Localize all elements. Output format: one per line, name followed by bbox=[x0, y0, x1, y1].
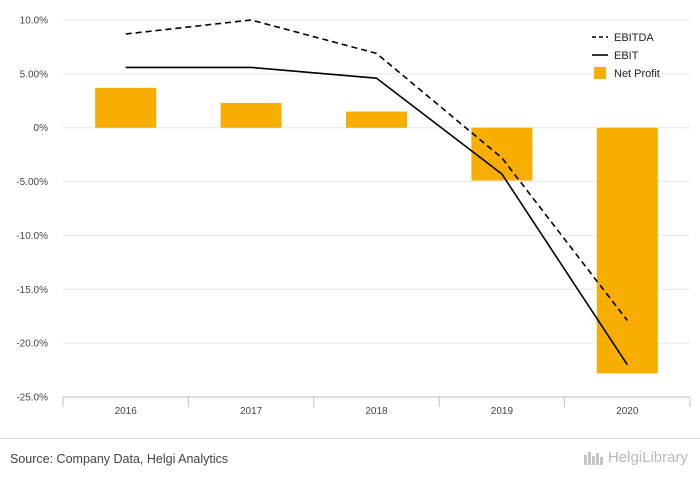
y-tick-label: 10.0% bbox=[20, 16, 48, 27]
x-tick-label: 2016 bbox=[115, 406, 138, 417]
helgi-library-logo: HelgiLibrary bbox=[583, 449, 688, 466]
legend-swatch bbox=[594, 67, 606, 79]
x-axis: 2016 2017 2018 2019 2020 bbox=[62, 396, 691, 417]
x-tick-label: 2017 bbox=[240, 406, 263, 417]
ebitda-line bbox=[125, 19, 628, 322]
y-tick-label: -5.00% bbox=[16, 177, 48, 188]
net-profit-bar bbox=[346, 111, 407, 128]
x-tick-label: 2020 bbox=[616, 406, 639, 417]
legend-label: EBIT bbox=[614, 50, 639, 62]
net-profit-bar bbox=[471, 127, 533, 181]
legend: EBITDA EBIT Net Profit bbox=[592, 32, 660, 80]
legend-label: EBITDA bbox=[614, 32, 654, 44]
footer: Source: Company Data, Helgi Analytics He… bbox=[0, 438, 700, 483]
x-tick-label: 2018 bbox=[365, 406, 388, 417]
net-profit-bar bbox=[596, 127, 658, 374]
y-tick-label: -25.0% bbox=[16, 393, 48, 404]
y-tick-label: 5.00% bbox=[20, 69, 48, 80]
source-note: Source: Company Data, Helgi Analytics bbox=[10, 452, 229, 466]
net-profit-bar bbox=[220, 102, 282, 128]
y-tick-label: -15.0% bbox=[16, 285, 48, 296]
y-tick-label: -20.0% bbox=[16, 339, 48, 350]
legend-label: Net Profit bbox=[614, 68, 660, 80]
x-tick-label: 2019 bbox=[491, 406, 514, 417]
y-tick-label: 0% bbox=[34, 123, 49, 134]
y-axis-labels: 10.0% 5.00% 0% -5.00% -10.0% -15.0% -20.0% -25.… bbox=[16, 16, 48, 404]
net-profit-bars bbox=[95, 87, 658, 374]
logo-text: HelgiLibrary bbox=[607, 449, 688, 466]
library-icon bbox=[583, 451, 603, 465]
series-lines bbox=[125, 19, 628, 366]
ebit-line bbox=[125, 66, 628, 366]
net-profit-bar bbox=[95, 87, 157, 128]
y-tick-label: -10.0% bbox=[16, 231, 48, 242]
chart-canvas: 10.0% 5.00% 0% -5.00% -10.0% -15.0% -20.0% -25.… bbox=[16, 16, 691, 417]
